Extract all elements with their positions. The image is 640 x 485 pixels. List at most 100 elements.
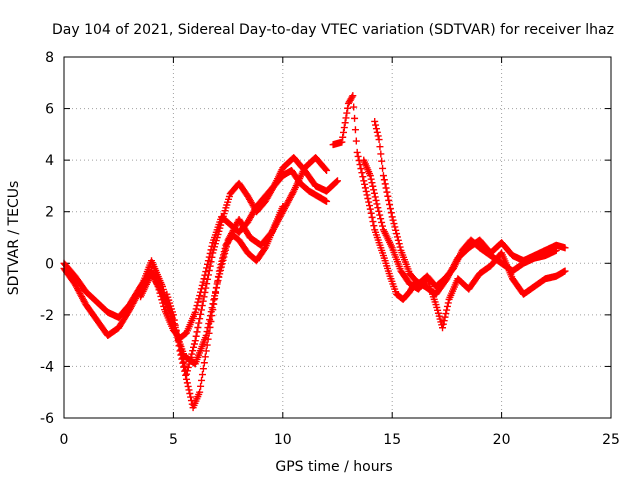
data-point	[212, 237, 220, 245]
data-point	[353, 148, 361, 156]
data-point	[339, 133, 347, 141]
data-point	[191, 308, 199, 316]
data-point	[378, 218, 386, 226]
data-point	[216, 264, 224, 272]
data-point	[192, 332, 200, 340]
data-point	[368, 179, 376, 187]
data-point	[219, 251, 227, 259]
data-point	[338, 138, 346, 146]
y-tick-label: -6	[40, 411, 54, 427]
x-axis-label: GPS time / hours	[275, 459, 392, 475]
data-point	[182, 371, 190, 379]
data-point	[191, 337, 199, 345]
data-point	[183, 375, 191, 383]
data-point	[202, 347, 210, 355]
data-point	[370, 186, 378, 194]
data-point	[341, 119, 349, 127]
data-point	[334, 177, 341, 185]
data-point	[201, 353, 209, 361]
data-point	[198, 376, 206, 384]
data-point	[393, 230, 401, 238]
data-point	[395, 240, 403, 248]
x-tick-label: 5	[169, 432, 178, 448]
data-point	[175, 342, 183, 350]
chart-title: Day 104 of 2021, Sidereal Day-to-day VTE…	[52, 22, 614, 38]
data-point	[383, 188, 391, 196]
data-point	[396, 243, 404, 251]
data-point	[371, 193, 379, 201]
data-point	[370, 222, 378, 230]
data-point	[210, 300, 218, 308]
data-point	[391, 223, 399, 231]
data-point	[214, 273, 222, 281]
data-point	[344, 104, 352, 112]
data-point	[197, 310, 205, 318]
data-point	[392, 226, 400, 234]
data-point	[206, 323, 214, 331]
data-point	[198, 371, 206, 379]
data-point	[348, 93, 356, 101]
data-point	[443, 302, 451, 310]
data-point	[389, 216, 397, 224]
data-point	[351, 126, 359, 134]
data-point	[379, 172, 387, 180]
data-point	[213, 278, 221, 286]
data-point	[190, 343, 198, 351]
data-point	[388, 213, 396, 221]
data-point	[369, 218, 377, 226]
data-point	[359, 173, 367, 181]
data-point	[206, 262, 214, 270]
data-point	[371, 117, 379, 125]
data-point	[384, 192, 392, 200]
data-point	[440, 317, 448, 325]
data-point	[186, 357, 194, 365]
data-point	[184, 382, 192, 390]
data-point	[367, 209, 375, 217]
data-point	[352, 137, 360, 145]
data-point	[203, 341, 211, 349]
data-point	[198, 302, 206, 310]
data-point	[364, 194, 372, 202]
series-track-2	[60, 154, 331, 368]
data-point	[215, 267, 223, 275]
x-tick-label: 25	[602, 432, 620, 448]
data-point	[358, 169, 366, 177]
data-point	[386, 205, 394, 213]
data-point	[220, 248, 228, 256]
data-point	[170, 316, 178, 324]
data-point	[187, 353, 195, 361]
data-point	[181, 367, 189, 375]
data-point	[360, 177, 368, 185]
data-point	[380, 176, 388, 184]
data-point	[196, 292, 204, 300]
data-point	[377, 215, 385, 223]
data-point	[213, 234, 221, 241]
data-point	[171, 321, 179, 329]
data-point	[439, 320, 447, 328]
data-point	[207, 317, 215, 325]
data-point	[382, 184, 390, 192]
x-tick-label: 0	[60, 432, 69, 448]
data-point	[443, 306, 451, 314]
data-point	[333, 178, 341, 186]
y-tick-label: 0	[45, 256, 54, 272]
y-tick-label: -2	[40, 308, 54, 324]
data-point	[173, 331, 181, 339]
data-point	[366, 172, 374, 180]
y-tick-label: 2	[45, 205, 54, 221]
x-tick-label: 15	[383, 432, 401, 448]
data-point	[204, 335, 212, 343]
data-point	[367, 175, 375, 183]
data-point	[199, 278, 207, 286]
data-point	[174, 337, 182, 345]
y-tick-label: 8	[45, 50, 54, 66]
data-point	[178, 355, 186, 363]
data-point	[368, 213, 376, 221]
data-point	[209, 249, 217, 257]
data-point	[354, 152, 362, 160]
data-point	[340, 124, 348, 132]
data-point	[211, 295, 219, 303]
data-point	[323, 166, 331, 174]
